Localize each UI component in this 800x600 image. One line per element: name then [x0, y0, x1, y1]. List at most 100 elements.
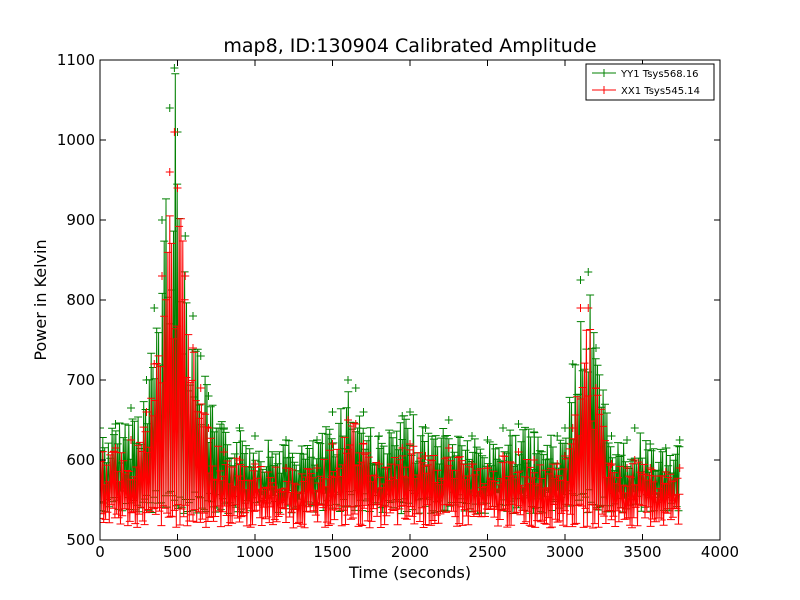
x-tick-label: 2500: [468, 543, 506, 561]
data-point: [111, 444, 120, 452]
data-point: [173, 184, 182, 192]
data-point: [220, 424, 228, 432]
series-xx1: [100, 128, 684, 529]
data-point: [568, 424, 577, 432]
data-point: [468, 432, 476, 440]
data-point: [235, 456, 244, 464]
data-point: [406, 440, 414, 448]
data-point: [607, 460, 616, 468]
data-point: [483, 464, 492, 472]
data-point: [282, 464, 290, 472]
y-tick-label: 900: [66, 211, 95, 229]
data-point: [204, 392, 213, 400]
data-point: [359, 440, 368, 448]
data-point: [328, 440, 337, 448]
data-point: [196, 384, 205, 392]
y-axis-label: Power in Kelvin: [31, 239, 50, 360]
data-point: [328, 408, 337, 416]
data-point: [170, 128, 179, 136]
x-tick-label: 2000: [391, 543, 429, 561]
legend-box: [585, 63, 715, 101]
x-tick-label: 0: [95, 543, 105, 561]
series-line: [100, 215, 680, 529]
data-point: [444, 416, 453, 424]
data-point: [406, 408, 414, 416]
data-point: [514, 420, 523, 428]
plot-area: [100, 64, 684, 529]
data-point: [421, 424, 430, 432]
data-point: [251, 460, 259, 468]
x-axis-label: Time (seconds): [348, 563, 471, 582]
data-point: [561, 452, 569, 460]
data-point: [220, 448, 228, 456]
data-point: [375, 460, 383, 468]
data-point: [359, 408, 368, 416]
data-point: [196, 352, 205, 360]
data-point: [251, 432, 259, 440]
x-tick-label: 4000: [701, 543, 739, 561]
y-axis: 500 600 700 800 900 1000 1100: [57, 51, 720, 549]
data-point: [592, 344, 600, 352]
legend: YY1 Tsys568.16 XX1 Tsys545.14: [585, 63, 715, 101]
data-point: [499, 452, 507, 460]
data-point: [142, 408, 151, 416]
x-tick-label: 3000: [546, 543, 584, 561]
data-point: [235, 424, 244, 432]
y-tick-label: 700: [66, 371, 95, 389]
data-point: [514, 448, 523, 456]
data-point: [584, 304, 593, 312]
y-tick-label: 500: [66, 531, 95, 549]
data-point: [444, 444, 453, 452]
x-tick-label: 1500: [313, 543, 351, 561]
data-point: [675, 464, 684, 472]
data-point: [553, 460, 562, 468]
data-point: [189, 312, 197, 320]
data-point: [111, 420, 120, 428]
data-point: [170, 64, 179, 72]
data-point: [576, 276, 585, 284]
data-point: [623, 436, 631, 444]
legend-label-xx1: XX1 Tsys545.14: [621, 86, 700, 97]
data-point: [483, 436, 492, 444]
data-point: [576, 304, 585, 312]
data-point: [375, 432, 383, 440]
x-tick-label: 500: [163, 543, 192, 561]
data-point: [398, 412, 407, 420]
data-point: [313, 464, 321, 472]
data-point: [661, 444, 670, 452]
data-point: [351, 420, 360, 428]
data-point: [351, 384, 360, 392]
data-point: [398, 444, 407, 452]
data-point: [630, 424, 639, 432]
legend-label-yy1: YY1 Tsys568.16: [620, 69, 699, 80]
data-point: [646, 464, 655, 472]
data-point: [165, 104, 174, 112]
data-point: [630, 456, 639, 464]
data-point: [344, 376, 352, 384]
data-point: [530, 428, 538, 436]
data-point: [568, 360, 577, 368]
data-point: [127, 404, 135, 412]
data-point: [592, 384, 600, 392]
data-point: [150, 304, 159, 312]
data-point: [165, 168, 174, 176]
data-point: [189, 344, 197, 352]
data-point: [313, 436, 321, 444]
data-point: [127, 436, 135, 444]
y-tick-label: 1000: [57, 131, 95, 149]
data-point: [499, 424, 507, 432]
data-point: [607, 432, 616, 440]
data-point: [421, 452, 430, 460]
data-point: [150, 360, 159, 368]
x-tick-label: 1000: [236, 543, 274, 561]
data-point: [561, 424, 569, 432]
data-point: [282, 436, 290, 444]
data-point: [661, 468, 670, 476]
data-point: [100, 424, 104, 432]
y-tick-label: 800: [66, 291, 95, 309]
data-point: [675, 436, 684, 444]
data-point: [646, 440, 655, 448]
y-tick-label: 600: [66, 451, 95, 469]
data-point: [468, 460, 476, 468]
